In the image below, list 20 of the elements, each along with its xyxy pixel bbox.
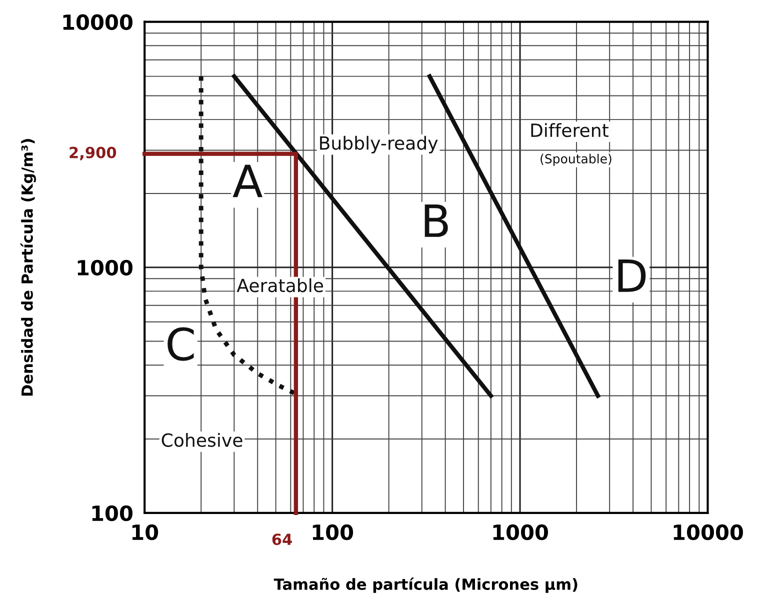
annotation: Different (531, 123, 608, 138)
x-axis-title: Tamaño de partícula (Micrones μm) (274, 578, 578, 593)
x-tick-label: 10 (132, 524, 158, 540)
y-tick-label: 100 (92, 505, 132, 522)
x-tick-label: 1000 (493, 524, 548, 540)
x-tick-label: 10000 (674, 524, 743, 540)
annotation: Bubbly-ready (320, 136, 438, 154)
y-tick-label: 1000 (78, 260, 132, 276)
annotation: D (618, 260, 646, 292)
annotation: 64 (272, 534, 292, 546)
annotation: Cohesive (162, 432, 242, 447)
annotation: A (232, 164, 262, 198)
annotation: Aeratable (236, 278, 324, 292)
y-axis-title: Densidad de Partícula (Kg/m³) (20, 139, 36, 396)
x-tick-label: 100 (312, 524, 354, 540)
annotation: B (424, 204, 448, 237)
annotation: C (168, 327, 194, 361)
y-tick-label: 10000 (63, 14, 132, 30)
annotation: (Spoutable) (540, 154, 612, 166)
annotation: 2,900 (70, 146, 116, 160)
